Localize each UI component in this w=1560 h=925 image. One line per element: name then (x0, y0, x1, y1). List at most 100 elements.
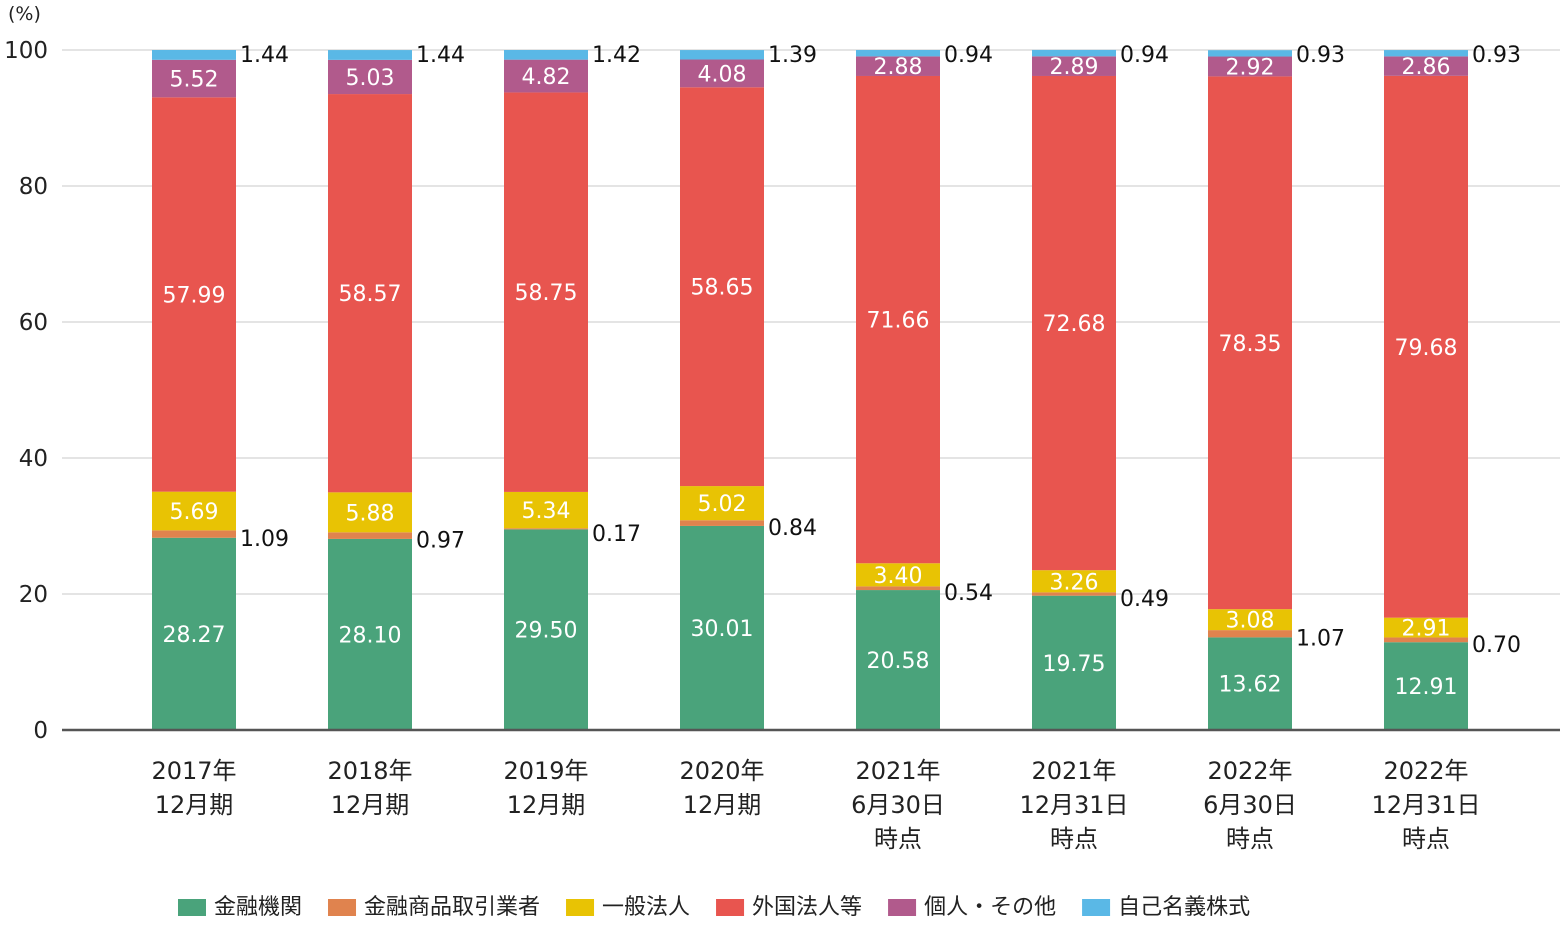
data-labels: 28.27 1.09 5.69 57.99 5.52 1.44 28.10 0.97 5.88 5… (163, 43, 1521, 700)
x-category-label: 12月31日 (1019, 791, 1128, 819)
x-category-label: 2022年 (1207, 757, 1292, 785)
legend-label: 一般法人 (602, 895, 690, 920)
data-label: 2.89 (1050, 55, 1099, 80)
data-label: 2.91 (1402, 617, 1451, 642)
bar-segment (856, 590, 940, 730)
data-label: 3.26 (1050, 570, 1099, 595)
data-label: 0.97 (416, 529, 465, 554)
data-label: 0.70 (1472, 633, 1521, 658)
data-label: 0.54 (944, 581, 993, 606)
bar-segment (1384, 75, 1468, 618)
legend-swatch (1082, 899, 1111, 916)
data-label: 0.94 (1120, 43, 1169, 68)
data-label: 5.34 (522, 499, 571, 524)
bar-segment (504, 491, 588, 529)
x-category-label: 6月30日 (851, 791, 945, 819)
bar-segment (1384, 637, 1468, 643)
data-label: 5.52 (170, 68, 219, 93)
data-label: 79.68 (1395, 336, 1458, 361)
bar-segment (1384, 617, 1468, 638)
bar-segment (152, 50, 236, 60)
bar-segment (856, 75, 940, 564)
bar-segment (856, 563, 940, 587)
legend-swatch (328, 899, 357, 916)
data-label: 71.66 (867, 309, 930, 334)
data-label: 58.57 (339, 282, 402, 307)
bar-segment (152, 530, 236, 538)
bars (152, 49, 1468, 730)
data-label: 0.17 (592, 522, 641, 547)
bar-segment (680, 486, 764, 521)
bar-segment (1384, 50, 1468, 57)
legend-label: 外国法人等 (752, 895, 862, 920)
data-label: 2.86 (1402, 55, 1451, 80)
data-label: 19.75 (1043, 652, 1106, 677)
bar-segment (1384, 56, 1468, 76)
data-label: 57.99 (163, 283, 226, 308)
bar-segment (152, 491, 236, 531)
x-category-label: 12月期 (507, 791, 586, 819)
data-label: 1.39 (768, 43, 817, 68)
x-category-label: 6月30日 (1203, 791, 1297, 819)
bar-segment (1208, 50, 1292, 57)
x-category-label: 2017年 (151, 757, 236, 785)
data-label: 0.93 (1296, 43, 1345, 68)
data-label: 28.27 (163, 623, 226, 648)
data-label: 13.62 (1219, 673, 1282, 698)
bar-segment (680, 50, 764, 60)
x-category-label: 2021年 (1031, 757, 1116, 785)
data-label: 78.35 (1219, 332, 1282, 357)
bar-segment (680, 87, 764, 487)
y-tick-label: 80 (19, 174, 48, 200)
legend-label: 個人・その他 (924, 895, 1056, 920)
bar-segment (152, 59, 236, 98)
data-label: 3.40 (874, 564, 923, 589)
bar-segment (504, 59, 588, 93)
bar-segment (1032, 75, 1116, 571)
bar-segment (328, 492, 412, 533)
bar-segment (680, 525, 764, 730)
x-axis-categories: 2017年 12月期 2018年 12月期 2019年 12月期 2020年 12月期 2021… (151, 757, 1480, 853)
data-label: 2.92 (1226, 55, 1275, 80)
bar-segment (1032, 592, 1116, 596)
data-label: 5.88 (346, 501, 395, 526)
data-label: 5.69 (170, 500, 219, 525)
data-label: 4.82 (522, 65, 571, 90)
x-category-label: 2021年 (855, 757, 940, 785)
gridlines (62, 49, 1560, 595)
x-category-label: 12月期 (683, 791, 762, 819)
bar-segment (328, 94, 412, 493)
x-category-label: 2020年 (679, 757, 764, 785)
bar-segment (856, 56, 940, 76)
data-label: 1.42 (592, 43, 641, 68)
bar-segment (328, 538, 412, 730)
data-label: 28.10 (339, 623, 402, 648)
bar-segment (856, 50, 940, 57)
data-label: 0.49 (1120, 587, 1169, 612)
bar-segment (328, 532, 412, 539)
data-label: 58.65 (691, 276, 754, 301)
data-label: 3.08 (1226, 609, 1275, 634)
bar-segment (1208, 609, 1292, 631)
data-label: 0.84 (768, 516, 817, 541)
bar-segment (1384, 642, 1468, 730)
y-tick-label: 40 (19, 446, 48, 472)
legend-swatch (716, 899, 745, 916)
bar-segment (680, 520, 764, 526)
data-label: 12.91 (1395, 675, 1458, 700)
legend: 金融機関 金融商品取引業者 一般法人 外国法人等 個人・その他 自己名義株式 (178, 895, 1250, 920)
data-label: 2.88 (874, 55, 923, 80)
legend-label: 金融機関 (214, 895, 302, 920)
bar-segment (504, 528, 588, 530)
bar-segment (1208, 56, 1292, 77)
bar-segment (680, 59, 764, 88)
data-label: 0.94 (944, 43, 993, 68)
x-category-label: 2019年 (503, 757, 588, 785)
bar-segment (1208, 76, 1292, 610)
bar-segment (1032, 49, 1116, 57)
legend-swatch (566, 899, 595, 916)
x-category-label: 12月31日 (1371, 791, 1480, 819)
bar-segment (152, 537, 236, 730)
x-category-label: 時点 (1050, 825, 1098, 853)
